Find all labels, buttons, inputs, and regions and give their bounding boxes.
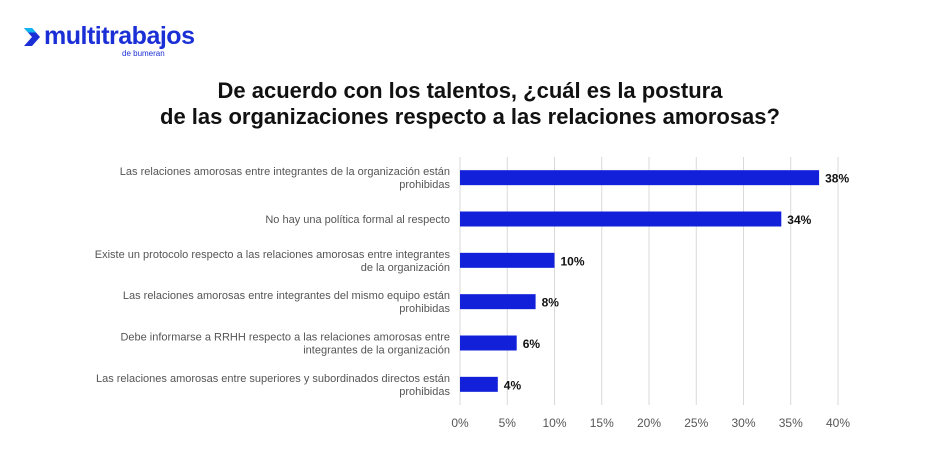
data-label: 10% — [561, 254, 585, 268]
category-label: Las relaciones amorosas entre integrante… — [123, 290, 451, 315]
data-label: 38% — [825, 172, 849, 186]
x-tick-label: 15% — [590, 416, 614, 430]
x-tick-label: 10% — [542, 416, 566, 430]
category-label-line: Las relaciones amorosas entre integrante… — [123, 290, 450, 302]
bar — [460, 294, 536, 310]
bar — [460, 211, 782, 227]
logo: multitrabajos de bumeran — [22, 22, 195, 60]
logo-wordmark: multitrabajos — [44, 22, 195, 50]
category-labels: Las relaciones amorosas entre integrante… — [95, 166, 451, 398]
category-label-line: prohibidas — [399, 303, 450, 315]
category-label: Las relaciones amorosas entre superiores… — [96, 373, 451, 398]
chart-grid — [459, 157, 839, 405]
x-tick-label: 20% — [637, 416, 661, 430]
data-labels: 38% 34% 10% 8% 6% 4% — [504, 172, 850, 393]
category-label: Debe informarse a RRHH respecto a las re… — [120, 332, 450, 357]
x-axis-ticks: 0% 5% 10% 15% 20% 25% 30% 35% 40% — [451, 416, 850, 430]
category-label-line: Debe informarse a RRHH respecto a las re… — [120, 332, 450, 344]
chevron-arrow-icon — [24, 28, 40, 46]
bar — [460, 335, 517, 351]
data-label: 4% — [504, 378, 522, 392]
category-label-line: Las relaciones amorosas entre integrante… — [120, 166, 450, 178]
bar — [460, 170, 820, 186]
chart-bars — [460, 170, 820, 392]
data-label: 8% — [542, 296, 560, 310]
x-tick-label: 0% — [451, 416, 469, 430]
x-tick-label: 30% — [731, 416, 755, 430]
x-tick-label: 35% — [779, 416, 803, 430]
x-tick-label: 40% — [826, 416, 850, 430]
logo-tagline: de bumeran — [122, 49, 165, 58]
bar — [460, 252, 555, 268]
bar — [460, 376, 498, 392]
category-label-line: prohibidas — [399, 386, 450, 398]
category-label-line: integrantes de la organización — [303, 345, 450, 357]
x-tick-label: 5% — [499, 416, 517, 430]
category-label-line: No hay una política formal al respecto — [265, 214, 450, 226]
chart-title-line-1: De acuerdo con los talentos, ¿cuál es la… — [217, 78, 723, 103]
category-label-line: Las relaciones amorosas entre superiores… — [96, 373, 450, 385]
chart-title-line-2: de las organizaciones respecto a las rel… — [160, 104, 780, 129]
data-label: 34% — [787, 213, 811, 227]
chart-title: De acuerdo con los talentos, ¿cuál es la… — [0, 78, 940, 130]
x-tick-label: 25% — [684, 416, 708, 430]
data-label: 6% — [523, 337, 541, 351]
category-label-line: de la organización — [361, 262, 450, 274]
category-label-line: prohibidas — [399, 179, 450, 191]
category-label: Las relaciones amorosas entre integrante… — [120, 166, 451, 191]
category-label: Existe un protocolo respecto a las relac… — [95, 249, 451, 274]
category-label-line: Existe un protocolo respecto a las relac… — [95, 249, 451, 261]
category-label: No hay una política formal al respecto — [265, 214, 450, 226]
